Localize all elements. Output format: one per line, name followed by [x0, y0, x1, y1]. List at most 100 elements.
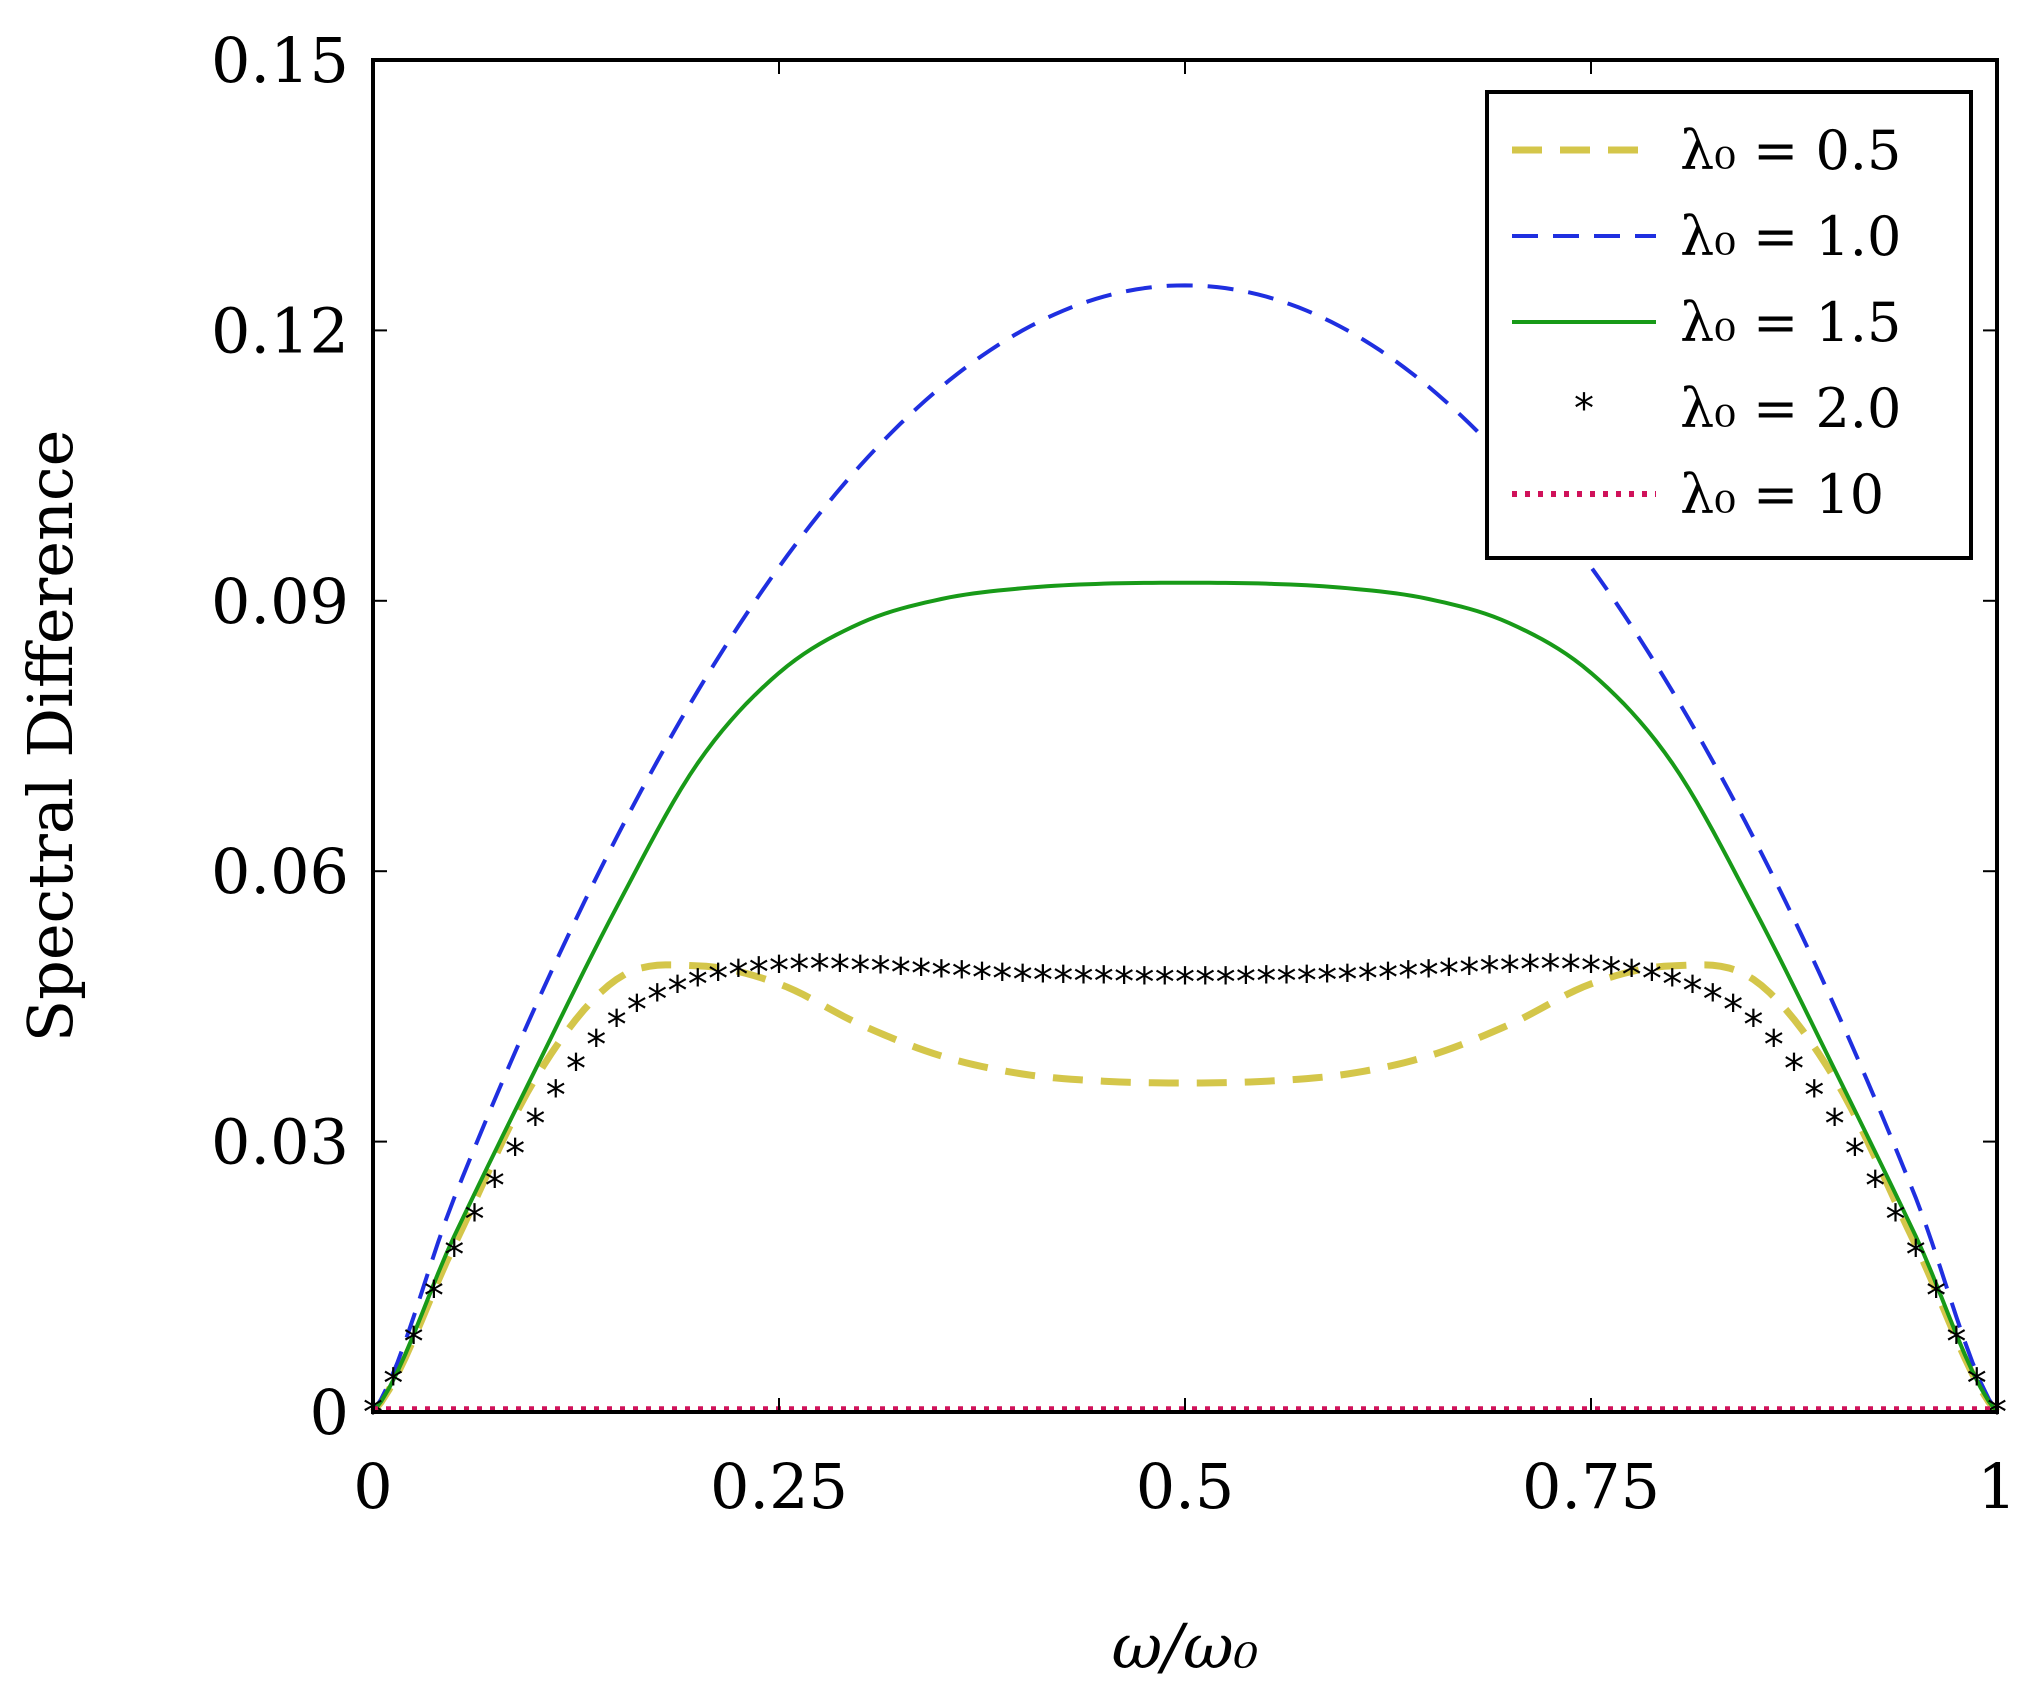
series-marker: * — [1074, 959, 1094, 1005]
series-marker: * — [424, 1273, 444, 1319]
series-marker: * — [1683, 969, 1703, 1015]
series-line-1 — [371, 283, 1999, 1414]
x-axis-title: ω/ω₀ — [1112, 1610, 1259, 1683]
series-marker: * — [1398, 954, 1418, 1000]
series-marker: * — [1845, 1131, 1865, 1177]
x-tick-label: 0.75 — [1522, 1450, 1660, 1523]
legend-entry: * λ₀ = 2.0 — [1574, 377, 1901, 440]
y-tick-label: 0.15 — [211, 24, 349, 97]
series-marker: * — [1743, 1002, 1763, 1048]
legend-label: λ₀ = 10 — [1680, 463, 1884, 526]
series-marker: * — [1723, 988, 1743, 1034]
legend-entry: λ₀ = 1.5 — [1512, 291, 1901, 354]
y-tick-label: 0.06 — [211, 835, 349, 908]
y-tick-label: 0.09 — [211, 565, 349, 638]
series-marker: * — [465, 1197, 485, 1243]
series-marker: * — [891, 950, 911, 996]
series-marker: * — [1175, 960, 1195, 1006]
series-marker: * — [627, 988, 647, 1034]
series-marker: * — [668, 969, 688, 1015]
series-marker: * — [1561, 947, 1581, 993]
series-marker: * — [1256, 959, 1276, 1005]
series-line-0 — [370, 961, 2000, 1415]
y-axis-title: Spectral Difference — [14, 430, 87, 1043]
series-marker: * — [1277, 959, 1297, 1005]
plot-layer: *********** * * * * * * * * * * * * * * * * * * * * * * * * * * * * *… — [363, 283, 2007, 1436]
y-tick-label: 0.12 — [211, 294, 349, 367]
x-tick-label: 0 — [353, 1450, 392, 1523]
series-marker: * — [708, 956, 728, 1002]
series-marker: * — [1520, 948, 1540, 994]
series-marker: * — [931, 953, 951, 999]
series-marker: * — [485, 1163, 505, 1209]
series-marker: * — [546, 1073, 566, 1119]
series-marker: * — [1459, 950, 1479, 996]
legend-label: λ₀ = 0.5 — [1680, 119, 1901, 182]
series-marker: * — [1967, 1361, 1987, 1407]
series-marker: * — [1804, 1073, 1824, 1119]
legend-swatch-star: * — [1574, 386, 1594, 432]
series-marker: * — [911, 952, 931, 998]
series-marker: * — [505, 1131, 525, 1177]
legend-label: λ₀ = 1.0 — [1680, 205, 1901, 268]
series-marker: * — [404, 1319, 424, 1365]
x-tick-label: 1 — [1977, 1450, 2016, 1523]
series-marker: * — [607, 1002, 627, 1048]
series-marker: * — [1317, 958, 1337, 1004]
series-marker: * — [952, 954, 972, 1000]
series-marker: * — [972, 955, 992, 1001]
series-marker: * — [992, 956, 1012, 1002]
series-marker: * — [1784, 1046, 1804, 1092]
x-tick-label: 0.5 — [1136, 1450, 1235, 1523]
series-marker: * — [1236, 959, 1256, 1005]
series-marker: * — [1825, 1102, 1845, 1148]
y-tick-label: 0 — [310, 1376, 349, 1449]
series-marker: * — [1337, 957, 1357, 1003]
legend: λ₀ = 0.5 λ₀ = 1.0 λ₀ = 1.5 * λ₀ = 2.0 λ₀ = 10 — [1485, 90, 1973, 560]
series-marker: * — [789, 947, 809, 993]
legend-entry: λ₀ = 1.0 — [1512, 205, 1901, 268]
series-marker: * — [1114, 959, 1134, 1005]
series-marker: * — [1439, 952, 1459, 998]
legend-box — [1485, 90, 1973, 560]
x-tick-label: 0.25 — [710, 1450, 848, 1523]
series-marker: * — [1358, 956, 1378, 1002]
series-marker: * — [769, 948, 789, 994]
legend-label: λ₀ = 2.0 — [1680, 377, 1901, 440]
series-marker: * — [566, 1046, 586, 1092]
series-marker: * — [1033, 958, 1053, 1004]
series-marker: * — [830, 948, 850, 994]
series-marker: * — [1906, 1232, 1926, 1278]
series-marker: * — [1297, 958, 1317, 1004]
series-marker: * — [1155, 960, 1175, 1006]
series-line-2 — [371, 580, 1999, 1414]
series-marker: * — [525, 1102, 545, 1148]
series-marker: * — [1865, 1163, 1885, 1209]
series-marker: * — [1764, 1022, 1784, 1068]
series-marker: * — [1926, 1273, 1946, 1319]
series-marker: * — [444, 1232, 464, 1278]
series-marker: * — [1053, 958, 1073, 1004]
series-marker: * — [647, 977, 667, 1023]
series-marker: * — [1134, 960, 1154, 1006]
legend-entry: λ₀ = 10 — [1512, 463, 1884, 526]
series-marker: * — [1378, 955, 1398, 1001]
y-tick-label: 0.03 — [211, 1106, 349, 1179]
series-marker: * — [1419, 953, 1439, 999]
series-marker: * — [1703, 977, 1723, 1023]
series-marker: * — [1601, 950, 1621, 996]
series-marker: * — [1540, 947, 1560, 993]
series-marker: * — [1662, 962, 1682, 1008]
series-marker: * — [871, 949, 891, 995]
legend-entry: λ₀ = 0.5 — [1512, 119, 1901, 182]
series-marker: * — [850, 948, 870, 994]
series-marker: * — [1642, 956, 1662, 1002]
series-marker: * — [749, 950, 769, 996]
ticks-layer: 0 0.25 0.5 0.75 1 0 0.03 0.06 0.09 0.12 0.15 — [211, 24, 2017, 1523]
series-marker: * — [1094, 959, 1114, 1005]
series-marker: * — [1946, 1319, 1966, 1365]
series-marker: * — [1622, 953, 1642, 999]
series-marker: * — [1013, 957, 1033, 1003]
legend-entries: λ₀ = 0.5 λ₀ = 1.0 λ₀ = 1.5 * λ₀ = 2.0 λ₀ = 10 — [1512, 119, 1901, 526]
